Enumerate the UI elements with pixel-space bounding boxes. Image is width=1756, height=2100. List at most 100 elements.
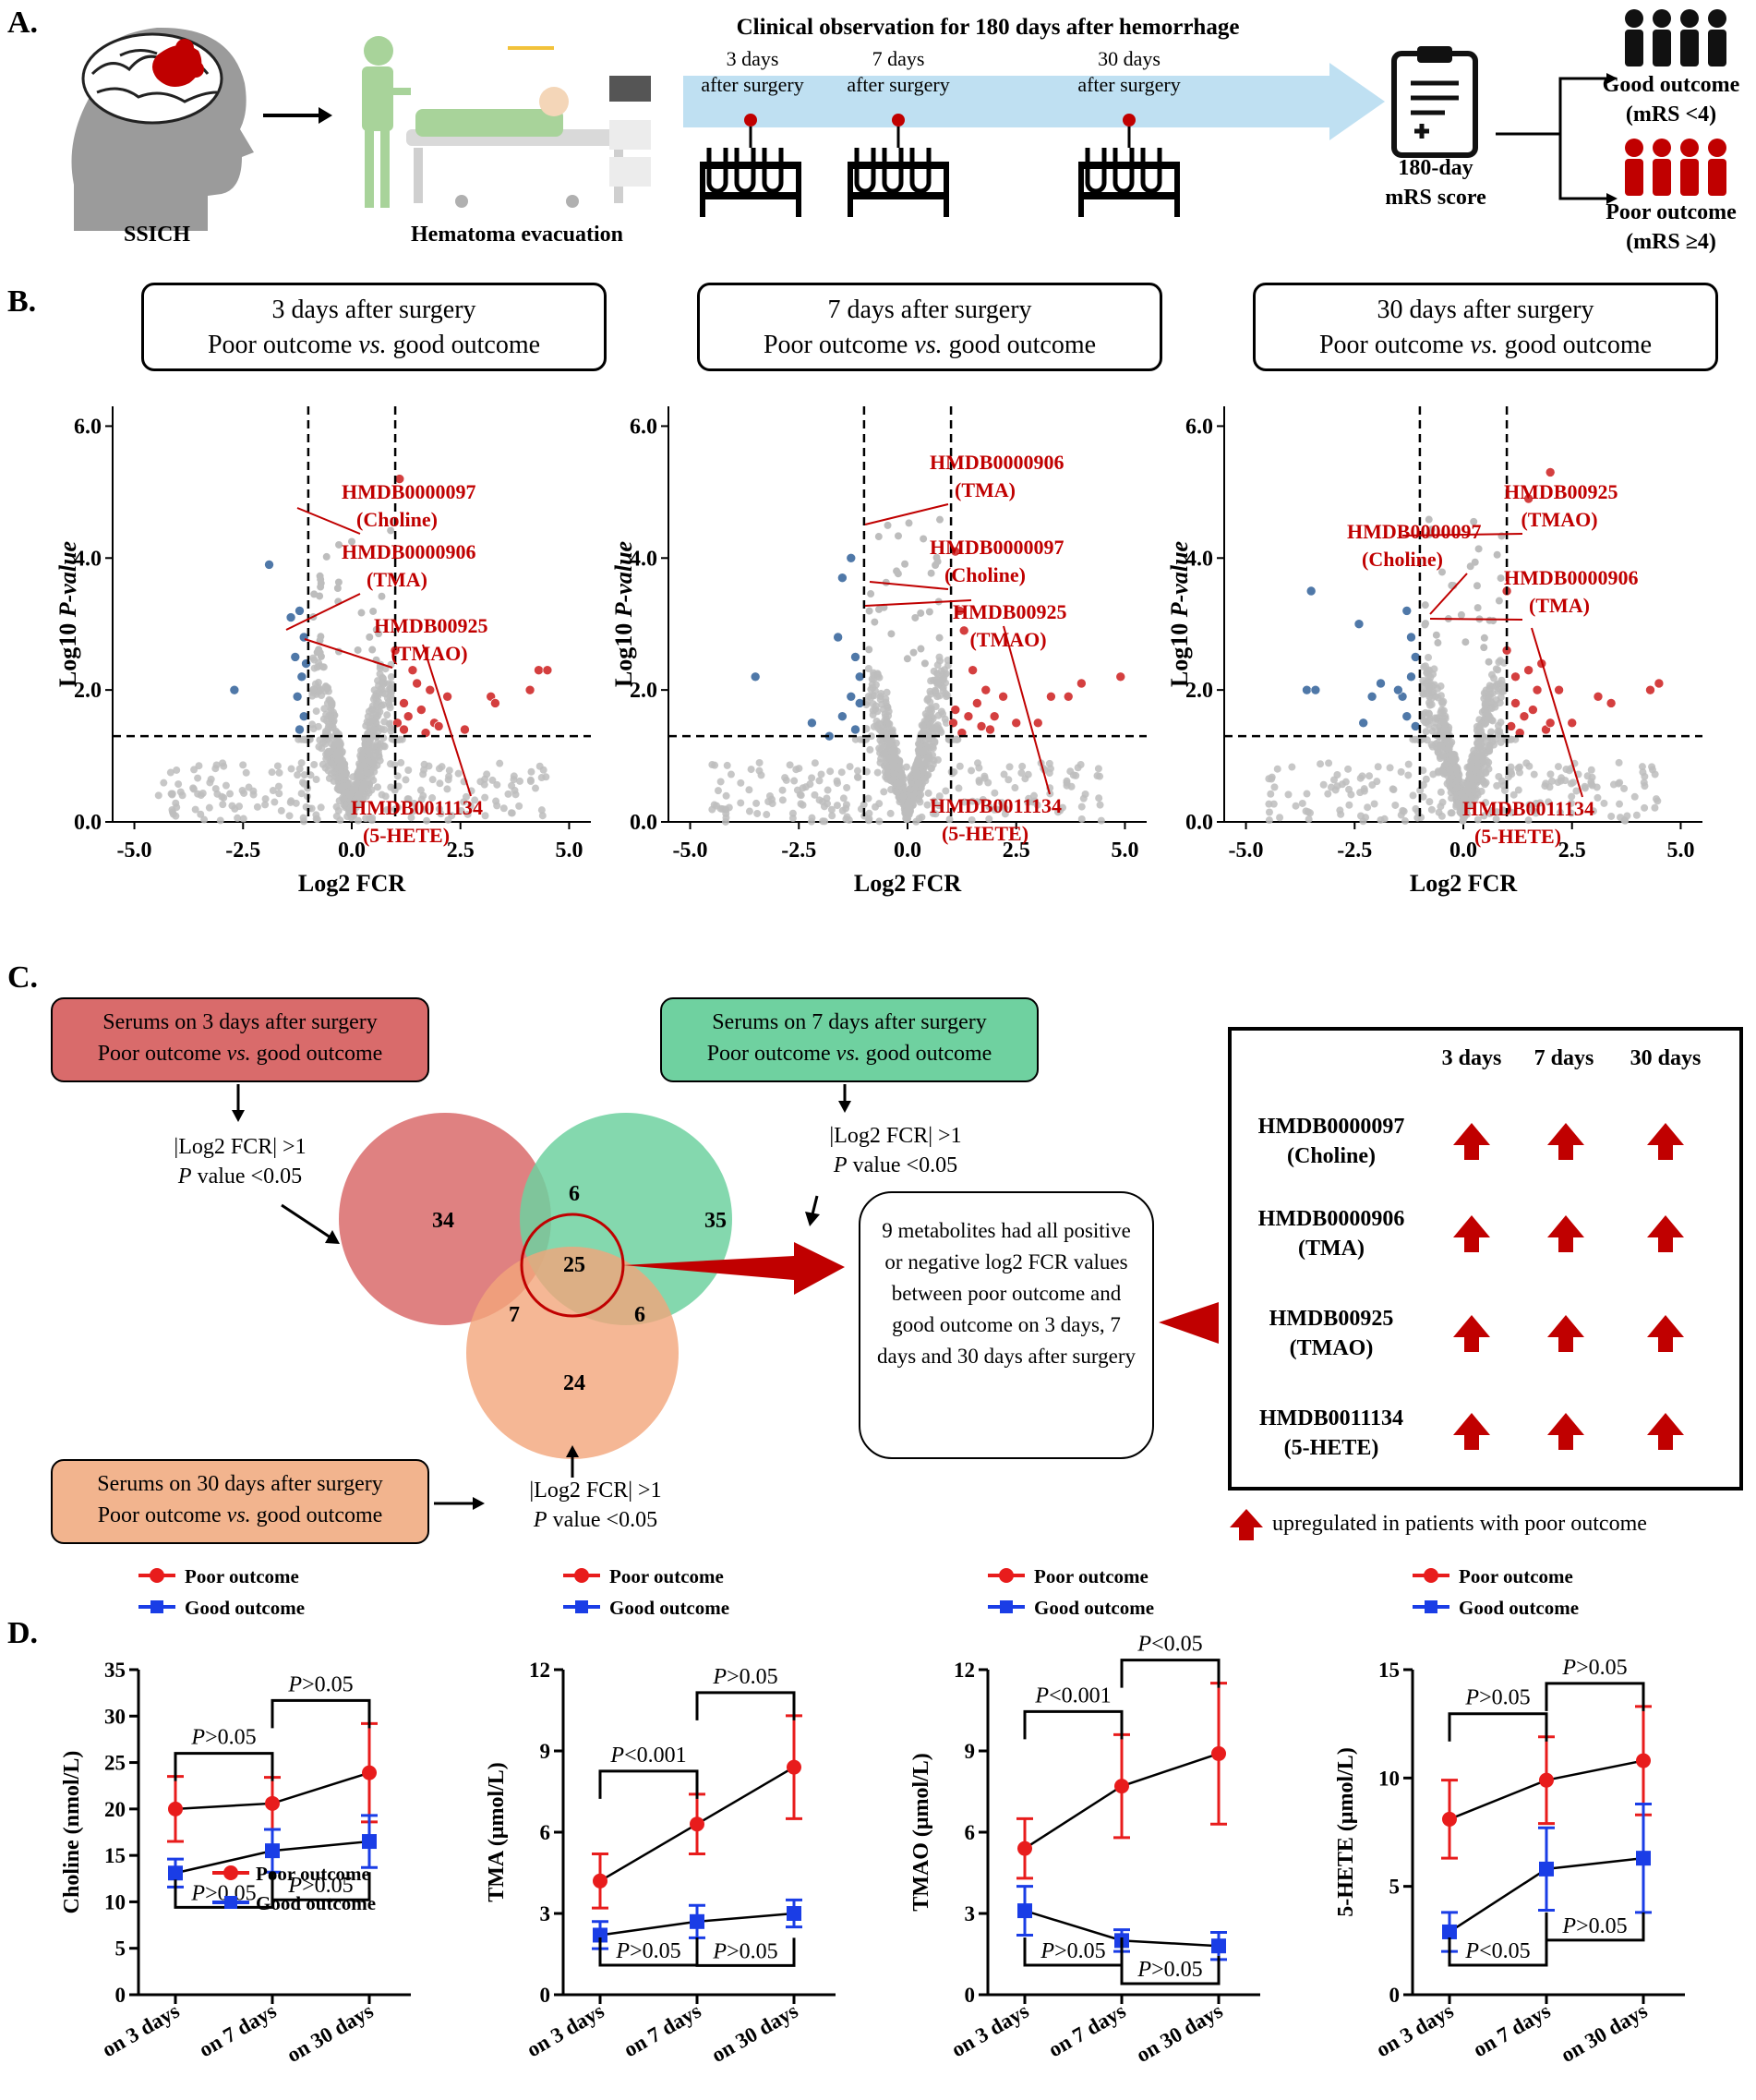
grey-point bbox=[842, 801, 850, 809]
grey-point bbox=[269, 787, 277, 795]
grey-point bbox=[445, 766, 453, 775]
grey-point bbox=[285, 812, 294, 820]
grey-point bbox=[542, 773, 550, 781]
grey-point bbox=[1474, 759, 1483, 767]
grey-point bbox=[373, 783, 381, 791]
grey-point bbox=[917, 609, 925, 617]
grey-point bbox=[865, 816, 873, 825]
grey-point bbox=[933, 661, 942, 670]
grey-point bbox=[877, 690, 885, 698]
data-point-poor bbox=[593, 1873, 607, 1889]
point-down bbox=[1358, 718, 1368, 729]
y-axis-label: TMA (μmol/L) bbox=[485, 1762, 509, 1902]
grey-point bbox=[527, 767, 535, 776]
grey-point bbox=[1074, 764, 1082, 772]
grey-point bbox=[1567, 809, 1575, 817]
point-up bbox=[425, 684, 436, 695]
grey-point bbox=[727, 770, 735, 778]
grey-point bbox=[1270, 783, 1279, 791]
grey-point bbox=[763, 811, 771, 819]
point-up bbox=[1606, 698, 1617, 708]
grey-point bbox=[1496, 699, 1504, 707]
grey-point bbox=[883, 688, 891, 696]
data-point-poor bbox=[1211, 1745, 1226, 1761]
grey-point bbox=[387, 673, 395, 682]
metabolite-label: HMDB0000097 bbox=[342, 480, 475, 503]
point-down bbox=[846, 691, 857, 702]
grey-point bbox=[378, 592, 386, 600]
grey-point bbox=[1524, 816, 1533, 825]
metabolite-name: (5-HETE) bbox=[942, 822, 1028, 845]
y-tick-label: 15 bbox=[1378, 1659, 1400, 1682]
grey-point bbox=[890, 744, 898, 753]
grey-point bbox=[1374, 763, 1382, 771]
grey-point bbox=[1333, 782, 1341, 791]
point-up bbox=[968, 665, 978, 676]
y-tick-label: 0 bbox=[965, 1984, 976, 2007]
grey-point bbox=[1499, 806, 1508, 815]
y-tick-label: 12 bbox=[954, 1659, 975, 1682]
grey-point bbox=[416, 786, 425, 794]
point-down bbox=[1401, 606, 1413, 616]
grey-point bbox=[1000, 770, 1008, 778]
grey-point bbox=[189, 784, 198, 792]
y-tick-label: 9 bbox=[965, 1740, 976, 1763]
y-tick-label: 2.0 bbox=[1185, 679, 1213, 703]
y-tick-label: 12 bbox=[529, 1659, 550, 1682]
grey-point bbox=[219, 801, 227, 809]
grey-point bbox=[1632, 811, 1641, 819]
grey-point bbox=[1018, 762, 1027, 770]
point-down bbox=[1406, 671, 1416, 682]
grey-point bbox=[314, 722, 322, 730]
grey-point bbox=[874, 605, 883, 613]
x-tick-label: 5.0 bbox=[1666, 839, 1694, 863]
grey-point bbox=[865, 607, 873, 615]
grey-point bbox=[933, 558, 942, 566]
grey-point bbox=[882, 698, 890, 706]
grey-point bbox=[1319, 780, 1328, 789]
box-30days: Serums on 30 days after surgery Poor out… bbox=[51, 1459, 429, 1544]
grey-point bbox=[335, 797, 343, 805]
grey-point bbox=[190, 766, 198, 774]
grey-point bbox=[755, 758, 764, 766]
metabolite-name: (TMA) bbox=[955, 478, 1016, 501]
grey-point bbox=[1621, 816, 1630, 825]
grey-point bbox=[815, 777, 824, 785]
grey-point bbox=[488, 776, 497, 784]
x-tick-label: -5.0 bbox=[1229, 839, 1264, 863]
nonsignificant-points bbox=[1265, 515, 1662, 826]
point-up bbox=[972, 698, 982, 708]
p-value-label: P>0.05 bbox=[287, 1672, 353, 1696]
up-arrow-icon bbox=[1453, 1413, 1490, 1450]
grey-point bbox=[1432, 631, 1440, 639]
grey-point bbox=[1481, 749, 1489, 757]
point-up bbox=[950, 705, 961, 715]
grey-point bbox=[921, 777, 930, 785]
grey-point bbox=[369, 742, 378, 751]
point-up bbox=[1519, 711, 1530, 722]
point-down bbox=[837, 573, 848, 584]
legend-good-marker bbox=[1000, 1600, 1013, 1613]
grey-point bbox=[896, 798, 904, 806]
point-up bbox=[524, 684, 535, 695]
line-chart-choline: Poor outcome Good outcome 0 5 10 15 20 25 30 35 Ch… bbox=[60, 1565, 411, 2067]
grey-point bbox=[504, 790, 512, 798]
grey-point bbox=[883, 770, 891, 778]
grey-point bbox=[1303, 790, 1311, 798]
point-up bbox=[1545, 467, 1556, 477]
point-up bbox=[1532, 684, 1543, 695]
table-header-7d: 7 days bbox=[1533, 1046, 1594, 1070]
point-up bbox=[1046, 691, 1056, 702]
volcano-plot-30d: -5.0 -2.5 0.0 2.5 5.0 0.0 2.0 4.0 6.0 Log2 FCR Log… bbox=[1167, 406, 1702, 897]
grey-point bbox=[875, 744, 884, 753]
y-tick-label: 10 bbox=[104, 1890, 126, 1913]
metabolite-name: (TMAO) bbox=[391, 642, 467, 665]
grey-point bbox=[1499, 781, 1508, 790]
grey-point bbox=[380, 718, 389, 726]
label-leader bbox=[864, 599, 972, 607]
legend-up-arrow-icon bbox=[1230, 1509, 1263, 1540]
legend-poor-label: Poor outcome bbox=[1459, 1565, 1573, 1587]
y-tick-label: 5 bbox=[1389, 1876, 1401, 1899]
grey-point bbox=[782, 776, 790, 784]
point-down bbox=[1401, 711, 1413, 722]
